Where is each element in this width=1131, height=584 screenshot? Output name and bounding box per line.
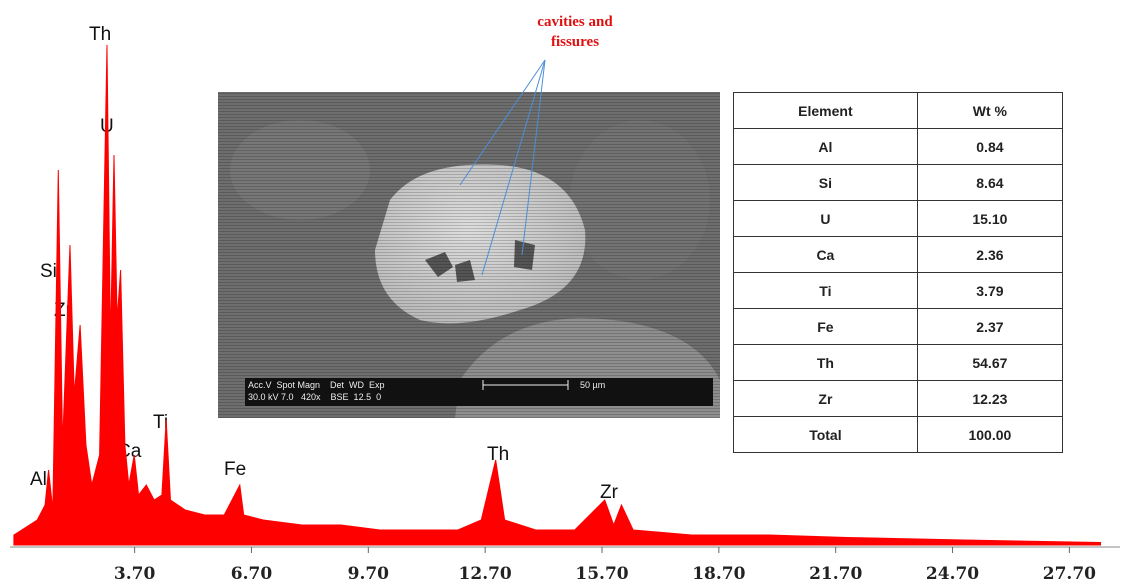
sem-info: Acc.V Spot Magn Det WD Exp: [248, 380, 385, 390]
peak-label: Al: [30, 469, 47, 490]
x-tick-label: 24.70: [926, 564, 979, 584]
x-tick-label: 18.70: [692, 564, 745, 584]
table-cell: 100.00: [917, 417, 1062, 453]
table-cell: 2.36: [917, 237, 1062, 273]
table-cell: 12.23: [917, 381, 1062, 417]
table-cell: 15.10: [917, 201, 1062, 237]
table-cell: Ti: [734, 273, 918, 309]
sem-image: Acc.V Spot Magn Det WD Exp 30.0 kV 7.0 4…: [218, 92, 720, 418]
table-cell: 54.67: [917, 345, 1062, 381]
annotation: fissures: [551, 34, 599, 50]
x-tick-label: 27.70: [1043, 564, 1096, 584]
table-cell: Fe: [734, 309, 918, 345]
x-tick-label: 21.70: [809, 564, 862, 584]
x-tick-label: 15.70: [575, 564, 628, 584]
table-cell: 8.64: [917, 165, 1062, 201]
table-cell: Total: [734, 417, 918, 453]
peak-label: Fe: [224, 459, 246, 480]
table-cell: 3.79: [917, 273, 1062, 309]
figure: Acc.V Spot Magn Det WD Exp 30.0 kV 7.0 4…: [0, 0, 1131, 584]
table-cell: 2.37: [917, 309, 1062, 345]
table-cell: 0.84: [917, 129, 1062, 165]
table-cell: Al: [734, 129, 918, 165]
peak-label: Th: [487, 444, 509, 465]
x-tick-label: 12.70: [459, 564, 512, 584]
x-tick-label: 6.70: [231, 564, 273, 584]
x-tick-label: 3.70: [114, 564, 156, 584]
table-cell: Si: [734, 165, 918, 201]
table-cell: U: [734, 201, 918, 237]
x-tick-label: 9.70: [348, 564, 390, 584]
scale-bar-label: 50 µm: [580, 380, 605, 390]
sem-info: 30.0 kV 7.0 420x BSE 12.5 0: [248, 392, 381, 402]
peak-label: Th: [89, 24, 111, 45]
table-cell: Ca: [734, 237, 918, 273]
annotation: cavities and: [537, 14, 613, 30]
table-cell: Zr: [734, 381, 918, 417]
table-header: Element: [734, 93, 918, 129]
table-cell: Th: [734, 345, 918, 381]
peak-label: Si: [40, 261, 57, 282]
table-header: Wt %: [917, 93, 1062, 129]
peak-label: Zr: [600, 482, 619, 503]
